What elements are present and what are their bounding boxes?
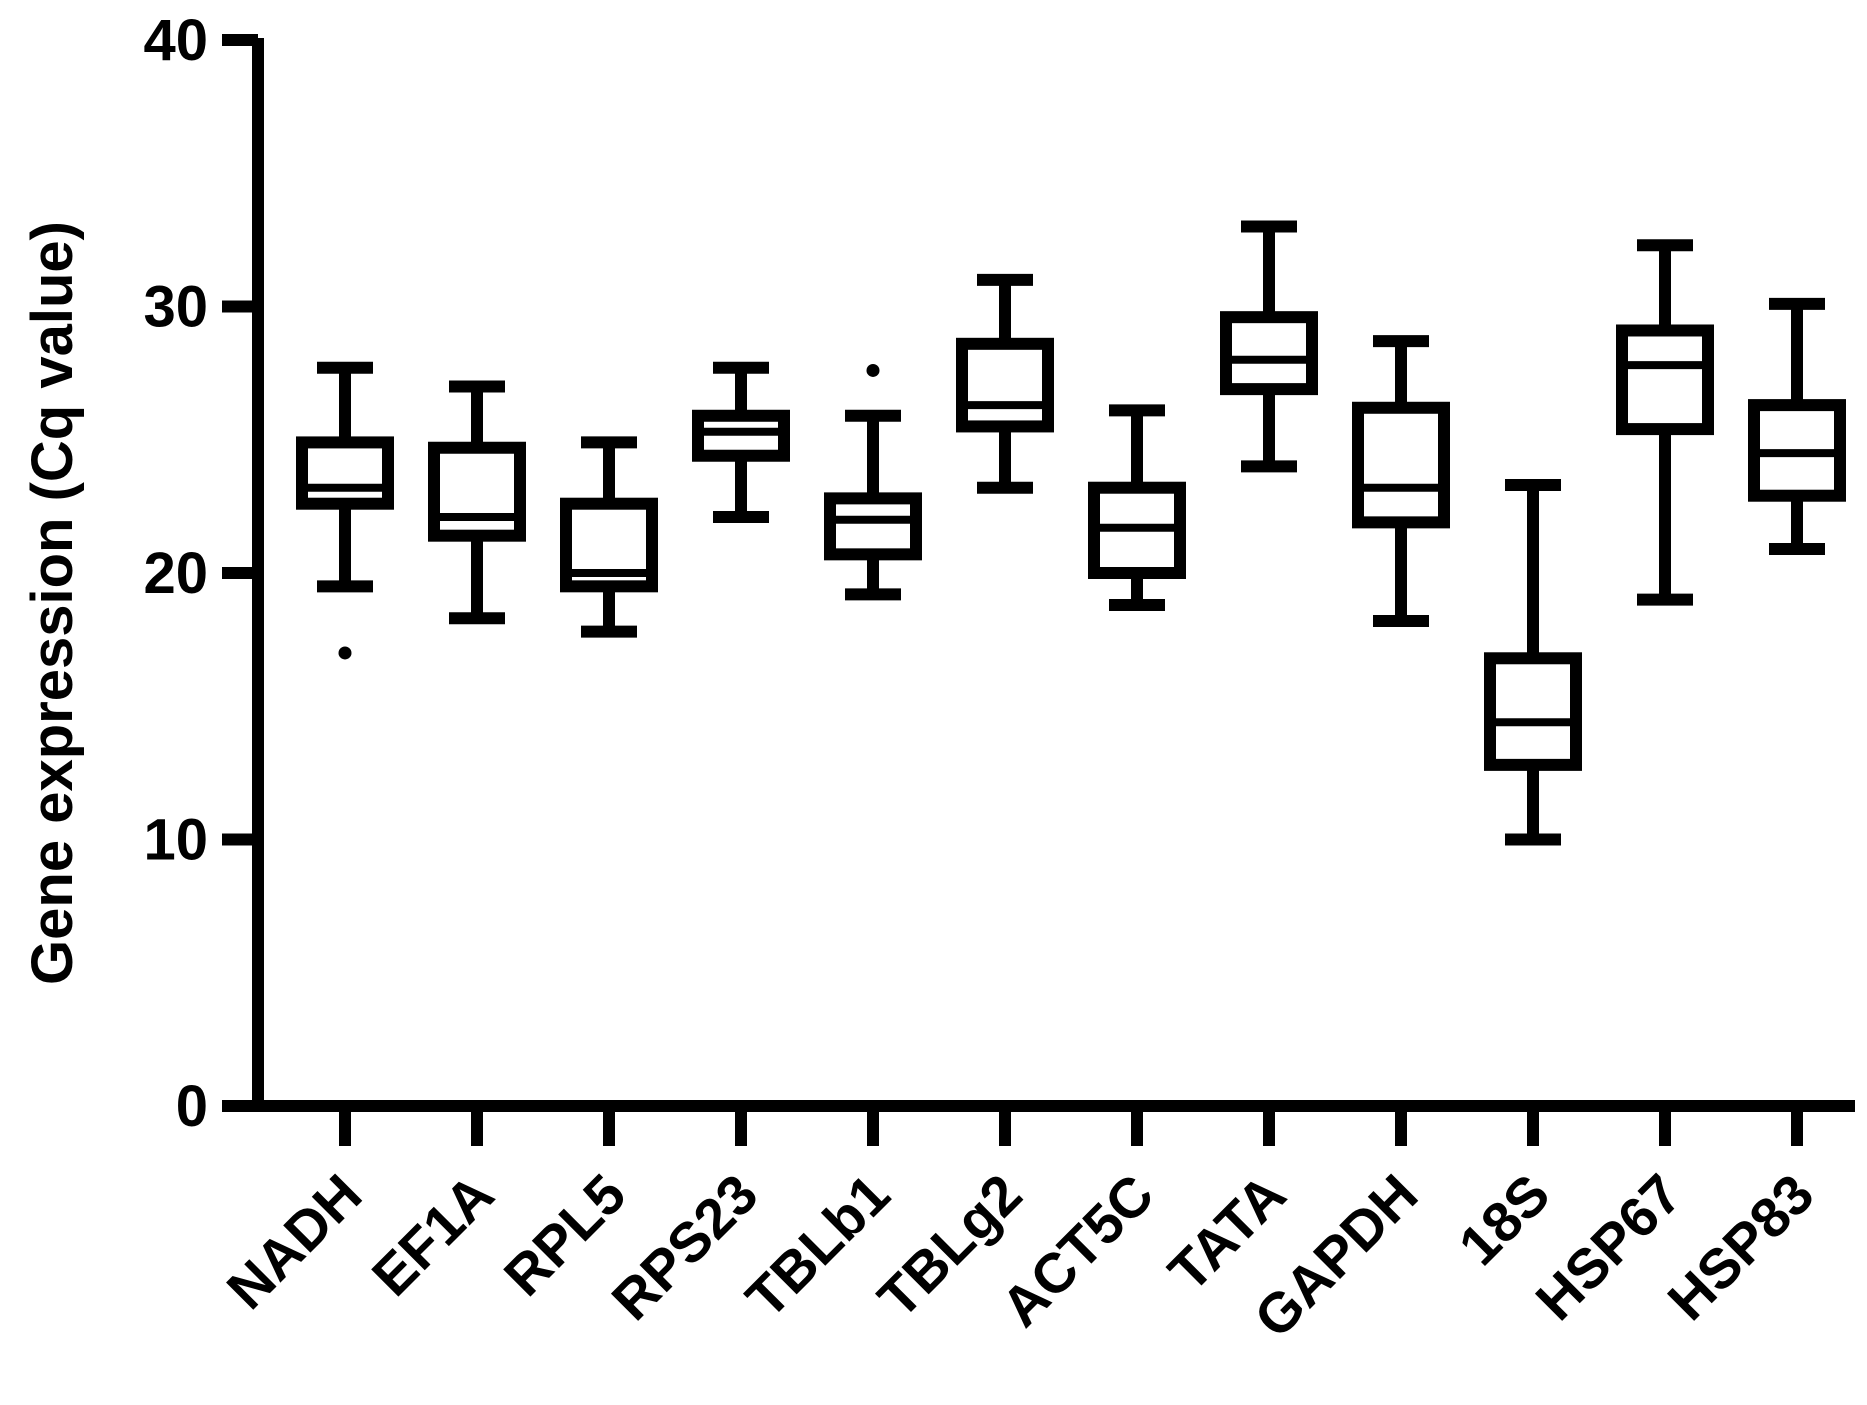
box-hsp67 (1616, 239, 1714, 606)
y-axis-title-group: Gene expression (Cq value) (20, 221, 85, 985)
y-axis-ticks: 0 10 20 30 40 (143, 8, 258, 1139)
box-tata (1220, 220, 1318, 473)
y-tick-label-40: 40 (143, 8, 208, 73)
box-rps23 (692, 361, 790, 524)
x-tick-label-nadh: NADH (215, 1162, 374, 1321)
iqr-box-18s (1484, 652, 1582, 771)
x-tick-label-ef1a: EF1A (360, 1162, 506, 1308)
y-axis-title: Gene expression (Cq value) (20, 221, 85, 985)
x-tick-label-tblb1: TBLb1 (734, 1162, 902, 1330)
box-tblg2 (956, 273, 1054, 494)
box-rpl5 (560, 436, 658, 638)
box-gapdh (1352, 335, 1450, 627)
x-tick-label-18s: 18S (1446, 1162, 1561, 1277)
boxes (296, 220, 1846, 846)
box-18s (1484, 479, 1582, 846)
iqr-box-nadh (296, 436, 394, 510)
x-axis-ticks: NADHEF1ARPL5RPS23TBLb1TBLg2ACT5CTATAGAPD… (215, 1106, 1825, 1349)
box-hsp83 (1748, 297, 1846, 556)
x-tick-label-hsp83: HSP83 (1655, 1162, 1825, 1332)
y-tick-label-30: 30 (143, 275, 208, 340)
x-tick-label-rps23: RPS23 (599, 1162, 769, 1332)
box-act5c (1088, 404, 1186, 611)
outlier-nadh-0 (338, 646, 352, 660)
outlier-tblb1-0 (866, 363, 880, 377)
iqr-box-tblg2 (956, 337, 1054, 433)
iqr-box-tata (1220, 311, 1318, 396)
iqr-box-gapdh (1352, 401, 1450, 529)
y-tick-label-20: 20 (143, 541, 208, 606)
box-ef1a (428, 380, 526, 625)
iqr-box-hsp67 (1616, 324, 1714, 436)
x-tick-label-hsp67: HSP67 (1523, 1162, 1693, 1332)
iqr-box-tblb1 (824, 492, 922, 561)
iqr-box-ef1a (428, 441, 526, 542)
box-tblb1 (824, 363, 922, 601)
y-tick-label-10: 10 (143, 808, 208, 873)
y-tick-label-0: 0 (176, 1074, 208, 1139)
box-nadh (296, 361, 394, 660)
axes (252, 38, 1855, 1112)
